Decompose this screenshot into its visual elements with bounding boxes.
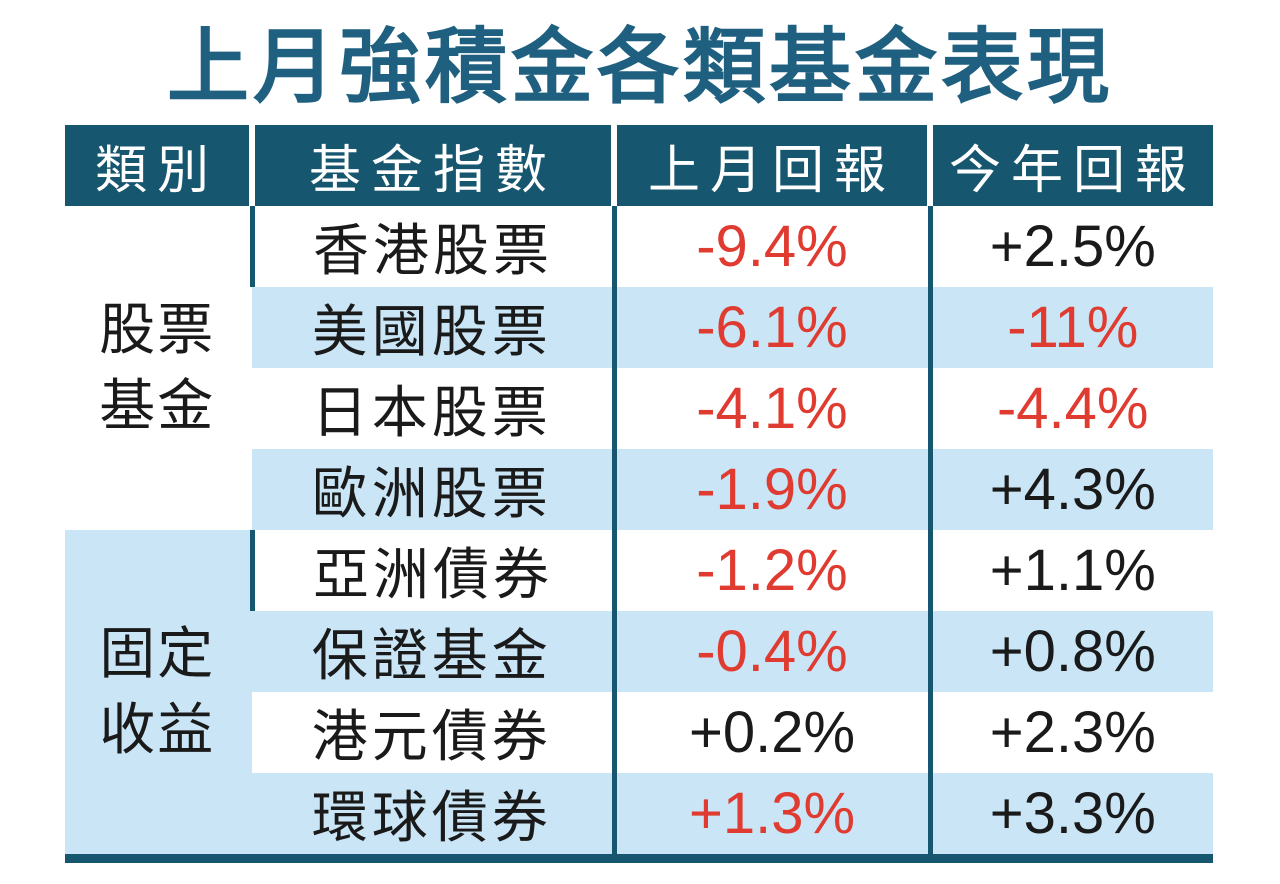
last-month-return: -1.9%	[611, 449, 930, 530]
fund-index-name: 歐洲股票	[252, 449, 614, 530]
table-body: 股票 基金 香港股票 -9.4% +2.5% 美國股票 -6.1% -11% 日…	[65, 206, 1213, 859]
last-month-return: -0.4%	[611, 611, 930, 692]
fund-index-name: 保證基金	[252, 611, 614, 692]
category-line: 股票	[99, 298, 216, 361]
this-year-return: +0.8%	[927, 611, 1213, 692]
last-month-return: -4.1%	[611, 368, 930, 449]
table-row-us-equity: 美國股票 -6.1% -11%	[65, 287, 1213, 368]
fund-index-name: 港元債券	[252, 692, 614, 773]
this-year-return: +2.3%	[927, 692, 1213, 773]
table-row-hk-equity: 股票 基金 香港股票 -9.4% +2.5%	[65, 206, 1213, 530]
header-cell-this-year: 今年回報	[927, 125, 1213, 206]
header-cell-fund-index: 基金指數	[249, 125, 614, 206]
this-year-return: +3.3%	[927, 773, 1213, 859]
header-cell-last-month: 上月回報	[611, 125, 930, 206]
category-cell-equity-funds: 股票 基金	[65, 206, 252, 530]
fund-performance-table: 類別 基金指數 上月回報 今年回報 股票 基金 香港股票 -9.4% +2.5%…	[65, 125, 1213, 863]
table-row-guaranteed-fund: 保證基金 -0.4% +0.8%	[65, 611, 1213, 692]
page-title: 上月強積金各類基金表現	[166, 22, 1113, 113]
table-header: 類別 基金指數 上月回報 今年回報	[65, 125, 1213, 206]
table-row-europe-equity: 歐洲股票 -1.9% +4.3%	[65, 449, 1213, 530]
category-cell-fixed-income: 固定 收益	[65, 530, 252, 859]
this-year-return: -4.4%	[927, 368, 1213, 449]
category-line: 基金	[99, 374, 216, 437]
fund-index-name: 日本股票	[252, 368, 614, 449]
last-month-return: -1.2%	[611, 530, 930, 611]
fund-index-name: 環球債券	[252, 773, 614, 859]
this-year-return: +4.3%	[927, 449, 1213, 530]
header-row: 類別 基金指數 上月回報 今年回報	[65, 125, 1213, 206]
last-month-return: -6.1%	[611, 287, 930, 368]
header-cell-category: 類別	[65, 125, 252, 206]
table-row-hkd-bond: 港元債券 +0.2% +2.3%	[65, 692, 1213, 773]
fund-index-name: 香港股票	[249, 206, 614, 287]
this-year-return: +1.1%	[927, 530, 1213, 611]
table-row-global-bond: 環球債券 +1.3% +3.3%	[65, 773, 1213, 859]
this-year-return: -11%	[927, 287, 1213, 368]
table-row-japan-equity: 日本股票 -4.1% -4.4%	[65, 368, 1213, 449]
table-row-asia-bond: 固定 收益 亞洲債券 -1.2% +1.1%	[65, 530, 1213, 859]
this-year-return: +2.5%	[927, 206, 1213, 287]
fund-index-name: 美國股票	[252, 287, 614, 368]
last-month-return: +1.3%	[611, 773, 930, 859]
last-month-return: -9.4%	[611, 206, 930, 287]
category-line: 固定	[99, 622, 216, 685]
fund-index-name: 亞洲債券	[249, 530, 614, 611]
category-line: 收益	[99, 698, 216, 761]
last-month-return: +0.2%	[611, 692, 930, 773]
